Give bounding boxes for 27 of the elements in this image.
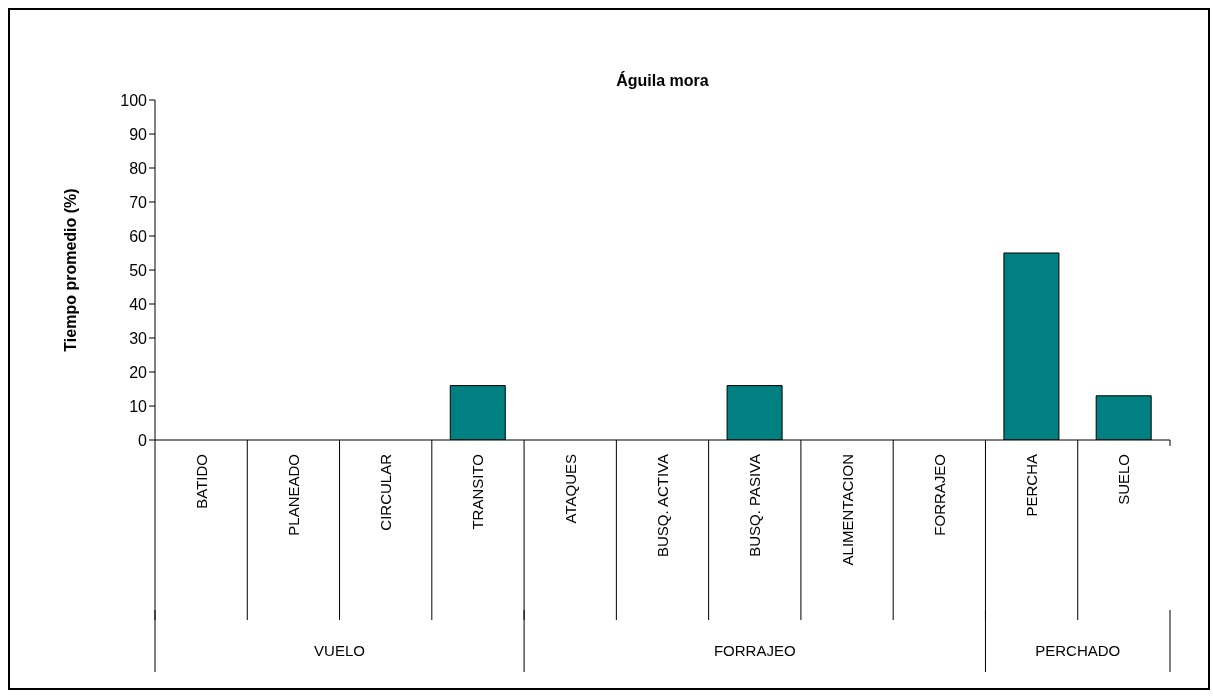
y-tick-label: 80 bbox=[129, 159, 148, 177]
x-tick-label: CIRCULAR bbox=[377, 453, 395, 531]
y-tick-label: 10 bbox=[129, 397, 148, 415]
x-tick-label: ALIMENTACION bbox=[838, 454, 856, 566]
y-tick-label: 50 bbox=[129, 261, 148, 279]
text: FORRAJEO bbox=[713, 641, 796, 659]
y-tick-label: 40 bbox=[129, 295, 148, 313]
x-tick-label: PERCHA bbox=[1023, 454, 1041, 517]
text: PERCHADO bbox=[1035, 641, 1121, 659]
x-tick-label: BUSQ. ACTIVA bbox=[654, 454, 671, 558]
x-tick-label: ATAQUES bbox=[561, 454, 579, 524]
x-tick-label: BUSQ. PASIVA bbox=[746, 454, 764, 557]
y-tick-label: 90 bbox=[129, 125, 148, 143]
x-tick-label: PLANEADO bbox=[284, 454, 302, 536]
x-tick-label: BATIDO bbox=[192, 454, 210, 509]
x-tick-label: SUELO bbox=[1115, 454, 1133, 505]
chart-title: Águila mora bbox=[615, 72, 710, 90]
x-tick-label: TRANSITO bbox=[469, 454, 487, 530]
x-tick-label: FORRAJEO bbox=[930, 454, 948, 536]
y-tick-label: 100 bbox=[120, 91, 148, 109]
text: VUELO bbox=[314, 641, 365, 659]
y-tick-label: 20 bbox=[129, 363, 148, 381]
y-tick-label: 0 bbox=[138, 431, 148, 449]
y-tick-label: 60 bbox=[129, 227, 148, 245]
y-tick-label: 70 bbox=[129, 193, 148, 211]
y-axis-title: Tiempo promedio (%) bbox=[61, 188, 79, 352]
y-tick-label: 30 bbox=[129, 329, 148, 347]
